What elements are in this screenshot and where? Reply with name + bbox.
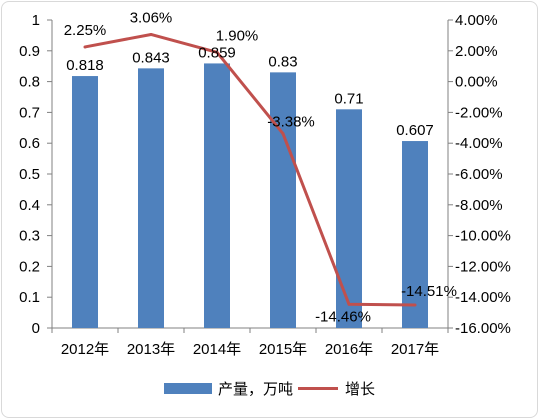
line-data-label: -3.38% (267, 114, 315, 131)
y-right-tick-label: -4.00% (455, 135, 503, 152)
y-left-tick-label: 0.7 (19, 104, 40, 121)
y-left-tick-label: 0 (32, 320, 40, 337)
y-right-axis: -16.00% -14.00% -12.00% -10.00% -8.00% -6.00%… (447, 12, 511, 337)
bar (270, 72, 296, 328)
line-point (347, 302, 351, 306)
bar-data-labels: 0.818 0.843 0.859 0.83 0.71 0.607 (66, 44, 434, 139)
x-tick-label: 2015年 (259, 341, 307, 358)
y-right-tick-label: 0.00% (455, 74, 498, 91)
x-tick-label: 2014年 (193, 341, 241, 358)
y-left-tick-label: 0.3 (19, 228, 40, 245)
line-point (83, 45, 87, 49)
y-right-tick-label: -14.00% (455, 289, 511, 306)
line-point (413, 303, 417, 307)
y-left-tick-label: 0.4 (19, 197, 40, 214)
y-right-tick-label: -16.00% (455, 320, 511, 337)
x-tick-label: 2013年 (127, 341, 175, 358)
line-series (83, 32, 417, 307)
bar (204, 63, 230, 328)
line-data-label: -14.46% (315, 308, 371, 325)
y-left-tick-label: 0.6 (19, 135, 40, 152)
line-data-label: 1.90% (216, 27, 259, 44)
y-left-tick-label: 0.2 (19, 258, 40, 275)
y-right-tick-label: -10.00% (455, 228, 511, 245)
line-data-label: 2.25% (64, 22, 107, 39)
x-tick-label: 2016年 (325, 341, 373, 358)
bar-data-label: 0.607 (396, 122, 434, 139)
line-data-label: -14.51% (401, 283, 457, 300)
bar (138, 68, 164, 328)
bar-series (72, 63, 428, 328)
y-left-tick-label: 0.1 (19, 289, 40, 306)
bar (72, 76, 98, 328)
legend-label-line: 增长 (345, 381, 375, 398)
y-right-tick-label: -8.00% (455, 197, 503, 214)
legend-label-bar: 产量，万吨 (218, 381, 293, 398)
bar-data-label: 0.818 (66, 57, 104, 74)
bar-data-label: 0.71 (334, 90, 363, 107)
y-left-tick-label: 0.9 (19, 43, 40, 60)
bar (336, 109, 362, 328)
y-left-axis: 0 0.1 0.2 0.3 0.4 0.5 0.6 0.7 0.8 0.9 1 (19, 12, 53, 337)
legend: 产量，万吨 增长 (164, 381, 375, 398)
line-point (215, 50, 219, 54)
y-left-tick-label: 0.5 (19, 166, 40, 183)
legend-swatch-bar (164, 383, 212, 394)
bar (402, 141, 428, 328)
x-tick-label: 2017年 (391, 341, 439, 358)
y-right-tick-label: -6.00% (455, 166, 503, 183)
y-right-tick-label: -12.00% (455, 258, 511, 275)
y-left-tick-label: 1 (32, 12, 40, 29)
line-point (149, 32, 153, 36)
y-right-tick-label: 2.00% (455, 43, 498, 60)
line-path (84, 32, 416, 307)
bar-data-label: 0.843 (132, 49, 170, 66)
y-left-tick-label: 0.8 (19, 74, 40, 91)
bar-data-label: 0.83 (268, 53, 297, 70)
line-data-label: 3.06% (130, 9, 173, 26)
y-right-tick-label: -2.00% (455, 104, 503, 121)
bar-data-label: 0.859 (198, 44, 236, 61)
line-point (281, 132, 285, 136)
x-axis: 2012年 2013年 2014年 2015年 2016年 2017年 (51, 327, 449, 358)
line-data-labels: 2.25% 3.06% 1.90% -3.38% -14.46% -14.51% (64, 9, 457, 325)
x-tick-label: 2012年 (61, 341, 109, 358)
y-right-tick-label: 4.00% (455, 12, 498, 29)
